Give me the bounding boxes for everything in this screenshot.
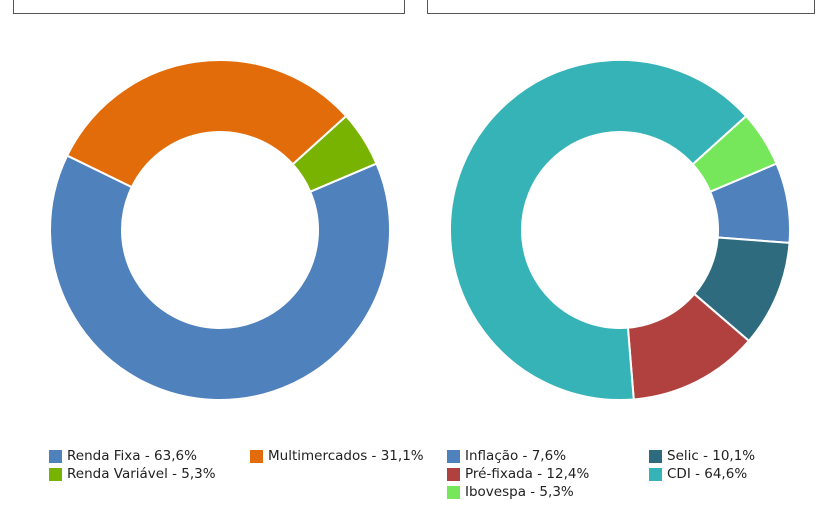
donut-slice-renda-variavel[interactable] — [291, 114, 378, 194]
legend-label: Multimercados - 31,1% — [268, 448, 424, 464]
legend-label: Selic - 10,1% — [667, 448, 756, 464]
legend-swatch — [649, 467, 662, 481]
legend-swatch — [447, 485, 460, 499]
legend-item-renda-fixa[interactable]: Renda Fixa - 63,6% — [49, 447, 197, 465]
right-panel-frame — [427, 0, 815, 14]
legend-label: Renda Fixa - 63,6% — [67, 448, 197, 464]
legend-item-pre-fixada[interactable]: Pré-fixada - 12,4% — [447, 465, 589, 483]
legend-item-ibovespa[interactable]: Ibovespa - 5,3% — [447, 483, 574, 501]
legend-swatch — [447, 449, 460, 463]
donut-slice-multimercados[interactable] — [65, 59, 348, 189]
legend-swatch — [649, 449, 662, 463]
legend-item-inflacao[interactable]: Inflação - 7,6% — [447, 447, 566, 465]
legend-label: Pré-fixada - 12,4% — [465, 466, 590, 482]
legend-swatch — [250, 449, 263, 463]
legend-item-cdi[interactable]: CDI - 64,6% — [649, 465, 747, 483]
left-panel-frame — [13, 0, 405, 14]
legend-label: Renda Variável - 5,3% — [67, 466, 216, 482]
donut-slice-ibovespa[interactable] — [691, 114, 778, 194]
legend-item-renda-variavel[interactable]: Renda Variável - 5,3% — [49, 465, 216, 483]
legend-swatch — [49, 449, 62, 463]
legend-label: CDI - 64,6% — [667, 466, 748, 482]
legend-swatch — [447, 467, 460, 481]
allocation-donut-chart — [49, 59, 391, 401]
donut-slice-renda-fixa[interactable] — [49, 154, 391, 401]
legend-label: Ibovespa - 5,3% — [465, 484, 574, 500]
legend-item-selic[interactable]: Selic - 10,1% — [649, 447, 755, 465]
legend-item-multimercados[interactable]: Multimercados - 31,1% — [250, 447, 424, 465]
legend-swatch — [49, 467, 62, 481]
donut-slice-cdi[interactable] — [449, 59, 748, 401]
legend-label: Inflação - 7,6% — [465, 448, 567, 464]
index-donut-chart — [449, 59, 791, 401]
